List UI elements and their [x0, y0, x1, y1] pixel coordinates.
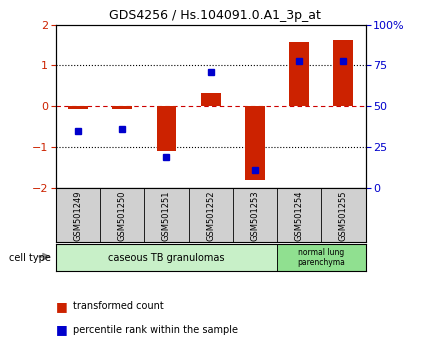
Text: GSM501254: GSM501254	[295, 190, 304, 241]
Text: ■: ■	[56, 300, 68, 313]
Text: GSM501255: GSM501255	[339, 190, 348, 241]
Bar	[112, 106, 132, 109]
Text: percentile rank within the sample: percentile rank within the sample	[73, 325, 238, 335]
Text: cell type: cell type	[9, 253, 50, 263]
Bar	[289, 42, 309, 106]
Bar	[277, 244, 366, 271]
Text: GDS4256 / Hs.104091.0.A1_3p_at: GDS4256 / Hs.104091.0.A1_3p_at	[109, 9, 321, 22]
Bar	[245, 106, 265, 180]
Text: GSM501250: GSM501250	[118, 190, 127, 241]
Text: ■: ■	[56, 324, 68, 336]
Text: transformed count: transformed count	[73, 301, 164, 311]
Bar	[201, 93, 221, 106]
Bar	[157, 106, 176, 151]
Bar	[333, 40, 353, 106]
Text: GSM501252: GSM501252	[206, 190, 215, 241]
Bar	[68, 106, 88, 109]
Text: GSM501249: GSM501249	[74, 190, 83, 241]
Text: GSM501253: GSM501253	[250, 190, 259, 241]
Text: GSM501251: GSM501251	[162, 190, 171, 241]
Text: caseous TB granulomas: caseous TB granulomas	[108, 252, 225, 263]
Bar	[56, 244, 277, 271]
Text: normal lung
parenchyma: normal lung parenchyma	[297, 248, 345, 267]
